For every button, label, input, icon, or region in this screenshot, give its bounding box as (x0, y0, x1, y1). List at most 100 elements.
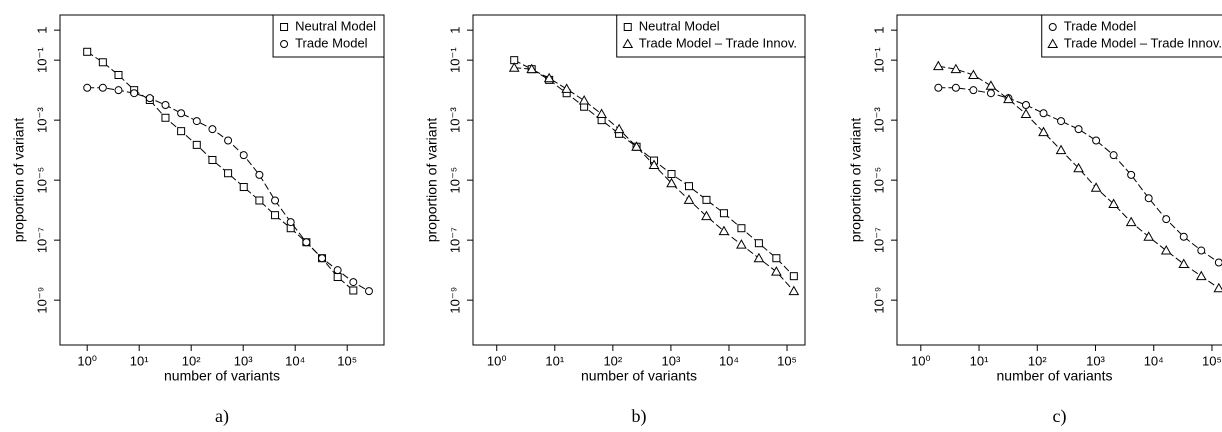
legend-marker (280, 40, 289, 48)
panel-label: b) (632, 406, 647, 427)
data-point (1090, 182, 1102, 192)
legend-marker (622, 38, 634, 48)
data-point (224, 169, 233, 178)
data-point (1055, 144, 1067, 155)
x-tick-label: 10³ (662, 353, 681, 368)
y-tick-label: 10⁻¹ (447, 47, 462, 73)
x-tick-label: 10⁵ (1202, 353, 1222, 368)
data-point (683, 194, 695, 204)
data-point (718, 225, 730, 236)
x-axis-title: number of variants (581, 368, 697, 384)
legend-label: Trade Model (295, 35, 368, 50)
y-tick-label: 10⁻³ (34, 107, 49, 133)
x-tick-label: 10¹ (545, 353, 564, 368)
data-point (1074, 125, 1083, 134)
y-tick-label: 10⁻⁹ (871, 287, 886, 314)
y-tick-label: 10⁻¹ (871, 47, 886, 73)
data-point (543, 72, 555, 83)
data-point (969, 86, 978, 95)
data-point (161, 113, 170, 122)
data-point (932, 60, 944, 71)
data-point (772, 254, 781, 263)
data-point (1178, 258, 1190, 269)
data-point (208, 125, 217, 134)
data-point (1038, 126, 1049, 137)
legend-label: Trade Model – Trade Innov. (639, 35, 797, 50)
y-tick-label: 10⁻⁷ (447, 227, 462, 253)
legend-box (616, 14, 806, 58)
y-tick-label: 10⁻³ (447, 107, 462, 133)
x-tick-label: 10⁵ (777, 353, 797, 368)
data-point (224, 136, 233, 145)
data-point (1125, 216, 1137, 227)
data-point (177, 109, 186, 118)
x-tick-label: 10⁴ (285, 353, 305, 368)
data-point (702, 195, 711, 204)
plot-frame (472, 14, 806, 346)
data-point (613, 123, 625, 134)
legend-marker (1048, 23, 1057, 31)
data-point (1057, 117, 1066, 126)
series-line (938, 65, 1220, 289)
data-point (667, 170, 676, 179)
y-tick-label: 1 (447, 27, 462, 34)
series-line (86, 51, 354, 291)
data-point (1039, 109, 1048, 118)
data-point (631, 141, 642, 151)
data-point (192, 117, 201, 126)
legend-box (272, 14, 385, 58)
data-point (255, 170, 264, 179)
x-tick-label: 10⁰ (487, 353, 507, 368)
data-point (239, 151, 248, 160)
data-point (1197, 246, 1206, 255)
y-tick-label: 10⁻⁹ (34, 287, 49, 314)
data-point (1021, 101, 1030, 109)
legend-marker (623, 23, 632, 31)
data-point (596, 108, 607, 119)
x-tick-label: 10¹ (970, 353, 989, 368)
y-tick-label: 10⁻³ (871, 107, 886, 133)
x-tick-label: 10³ (1086, 353, 1105, 368)
data-point (255, 196, 264, 205)
legend-marker (1047, 38, 1059, 48)
data-point (83, 47, 92, 56)
data-point (951, 83, 960, 92)
data-point (286, 218, 295, 227)
legend-label: Trade Model – Trade Innov. (1064, 35, 1222, 50)
y-tick-label: 1 (871, 27, 886, 34)
data-point (1143, 231, 1155, 241)
series-line (938, 87, 1220, 263)
data-point (1179, 232, 1188, 241)
data-point (208, 155, 217, 164)
series-line (87, 87, 370, 292)
legend: Neutral Model Trade Model – Trade Innov. (616, 14, 806, 58)
data-point (985, 80, 997, 90)
x-axis-title: number of variants (997, 368, 1113, 384)
y-tick-label: 10⁻¹ (34, 47, 49, 73)
x-axis-title: number of variants (164, 368, 280, 384)
panel-label: a) (215, 406, 229, 427)
y-axis-title: proportion of variant (11, 118, 27, 243)
legend-label: Neutral Model (295, 18, 376, 33)
data-point (648, 159, 660, 169)
data-point (701, 210, 712, 221)
panel-label: c) (1053, 406, 1067, 427)
legend-box (1041, 14, 1222, 58)
data-point (736, 239, 747, 249)
data-point (1144, 194, 1153, 203)
x-tick-label: 10² (603, 353, 622, 368)
legend: Neutral Model Trade Model (272, 14, 385, 58)
y-tick-label: 10⁻⁷ (34, 227, 49, 253)
data-point (349, 286, 358, 295)
x-tick-label: 10² (182, 353, 201, 368)
data-point (1092, 136, 1101, 145)
x-tick-label: 10¹ (130, 353, 149, 368)
y-axis-title: proportion of variant (424, 118, 440, 243)
legend-label: Trade Model (1064, 18, 1137, 33)
data-point (333, 266, 342, 275)
data-point (271, 211, 280, 220)
y-tick-label: 10⁻⁵ (447, 167, 462, 194)
legend: Trade Model Trade Model – Trade Innov. (1041, 14, 1222, 58)
y-tick-label: 10⁻⁵ (871, 167, 886, 194)
